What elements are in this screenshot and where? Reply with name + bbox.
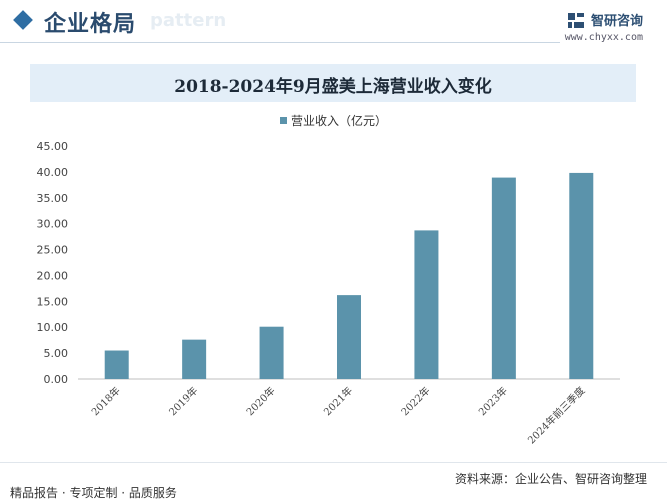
y-tick-label: 10.00 bbox=[37, 321, 69, 334]
x-tick-label: 2023年 bbox=[476, 384, 510, 418]
x-tick-label: 2018年 bbox=[89, 384, 123, 418]
y-tick-label: 30.00 bbox=[37, 218, 69, 231]
header-divider bbox=[0, 42, 560, 43]
bar bbox=[104, 350, 129, 379]
footer-divider bbox=[0, 462, 667, 463]
page-header: 企业格局 pattern 智研咨询 www.chyxx.com bbox=[0, 0, 667, 46]
y-tick-label: 15.00 bbox=[37, 295, 69, 308]
x-tick-label: 2020年 bbox=[243, 384, 277, 418]
section-title: 企业格局 bbox=[44, 12, 137, 37]
x-tick-label: 2019年 bbox=[166, 384, 200, 418]
legend-swatch bbox=[279, 117, 287, 124]
y-tick-label: 25.00 bbox=[37, 244, 69, 257]
y-tick-label: 0.00 bbox=[44, 373, 69, 386]
bar bbox=[182, 339, 207, 379]
y-tick-label: 40.00 bbox=[37, 166, 69, 179]
brand-url: www.chyxx.com bbox=[564, 32, 643, 43]
bar bbox=[569, 172, 594, 379]
y-tick-label: 35.00 bbox=[37, 192, 69, 205]
source-note: 资料来源：企业公告、智研咨询整理 bbox=[454, 472, 647, 486]
bar bbox=[337, 295, 361, 379]
footer-tagline: 精品报告 · 专项定制 · 品质服务 bbox=[10, 486, 177, 500]
chart-title-band: 2018-2024年9月盛美上海营业收入变化 bbox=[30, 64, 636, 102]
chart-title: 2018-2024年9月盛美上海营业收入变化 bbox=[174, 77, 492, 97]
brand-logo-icon bbox=[567, 12, 584, 28]
chart-legend: 营业收入（亿元） bbox=[0, 112, 667, 129]
x-tick-label: 2024年前三季度 bbox=[525, 384, 588, 447]
brand-name: 智研咨询 bbox=[590, 14, 643, 29]
section-title-watermark: pattern bbox=[150, 10, 227, 31]
y-tick-label: 5.00 bbox=[44, 347, 69, 360]
legend-label: 营业收入（亿元） bbox=[290, 114, 387, 128]
x-tick-label: 2022年 bbox=[398, 384, 432, 418]
bar bbox=[259, 326, 284, 379]
y-tick-label: 20.00 bbox=[37, 269, 69, 282]
x-tick-label: 2021年 bbox=[321, 384, 355, 418]
bar bbox=[414, 230, 439, 379]
y-tick-label: 45.00 bbox=[37, 140, 69, 153]
bar bbox=[491, 177, 516, 379]
brand: 智研咨询 bbox=[567, 10, 643, 29]
